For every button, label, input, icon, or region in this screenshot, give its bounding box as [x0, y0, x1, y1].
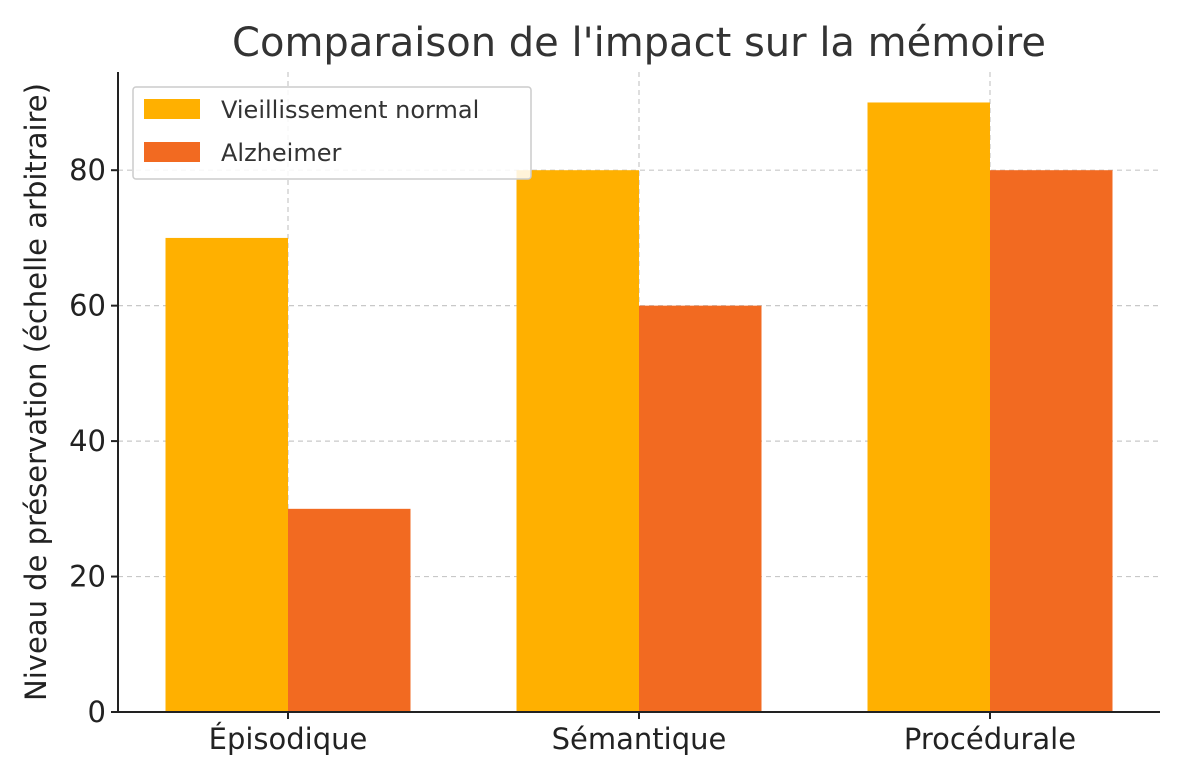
x-tick-label-procedurale: Procédurale: [904, 722, 1076, 756]
bar-vieillissement-normal-episodique: [165, 237, 288, 713]
legend-box: [132, 86, 532, 180]
bar-vieillissement-normal-semantique: [516, 170, 639, 713]
bar-alzheimer-procedurale: [990, 170, 1113, 713]
chart-title: Comparaison de l'impact sur la mémoire: [232, 20, 1046, 66]
x-tick-label-episodique: Épisodique: [209, 722, 368, 756]
bars: [165, 102, 1113, 713]
y-tick-label-60: 60: [69, 289, 106, 323]
y-tick-label-40: 40: [69, 424, 106, 458]
y-tick-label-80: 80: [69, 153, 106, 187]
x-tick-label-semantique: Sémantique: [552, 722, 727, 756]
bar-vieillissement-normal-procedurale: [867, 102, 990, 712]
bar-alzheimer-episodique: [288, 508, 411, 712]
legend-label-alzheimer: Alzheimer: [221, 139, 341, 167]
legend-swatch-alzheimer: [144, 142, 200, 162]
tick-labels: 0 20 40 60 80 Épisodique Sémantique Procédurale: [69, 153, 1076, 756]
legend-swatch-vieillissement-normal: [144, 99, 200, 119]
legend: Vieillissement normal Alzheimer: [132, 86, 532, 180]
y-tick-label-20: 20: [69, 560, 106, 594]
legend-label-vieillissement-normal: Vieillissement normal: [221, 96, 479, 124]
y-tick-label-0: 0: [88, 695, 106, 729]
y-axis-label: Niveau de préservation (échelle arbitrai…: [19, 83, 53, 701]
bar-alzheimer-semantique: [639, 305, 762, 712]
